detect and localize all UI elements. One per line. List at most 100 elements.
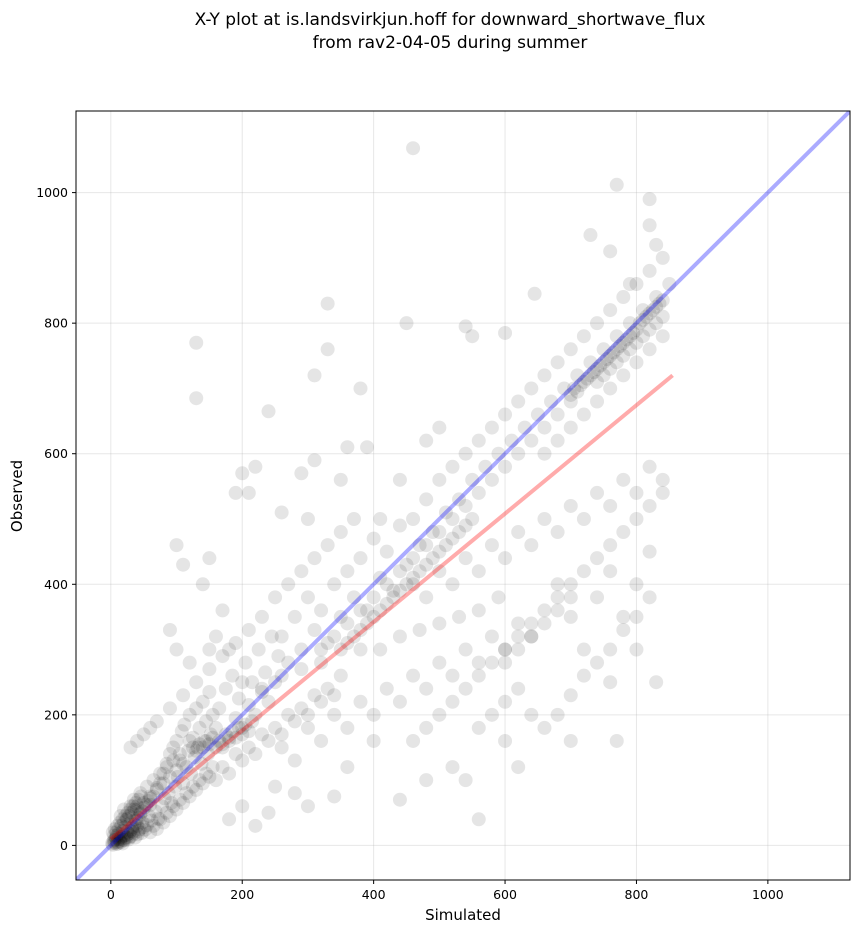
scatter-point [137,822,152,837]
scatter-point [550,603,565,618]
scatter-point [629,642,644,657]
scatter-point [156,815,171,830]
scatter-point [126,824,141,839]
scatter-point [652,296,667,311]
scatter-point [215,760,230,775]
scatter-point [616,609,631,624]
scatter-point [271,649,286,664]
scatter-point [235,727,250,742]
scatter-point [120,805,135,820]
scatter-point [346,629,361,644]
scatter-point [139,797,154,812]
scatter-point [155,799,170,814]
scatter-point [228,747,243,762]
scatter-point [248,747,263,762]
scatter-point [649,290,664,305]
scatter-point [524,381,539,396]
scatter-point [274,740,289,755]
scatter-point [222,642,237,657]
scatter-point [445,668,460,683]
scatter-point [113,833,128,848]
scatter-point [172,753,187,768]
scatter-point [212,733,227,748]
scatter-point [419,538,434,553]
scatter-point [121,826,136,841]
scatter-point [120,812,135,827]
scatter-point [629,577,644,592]
scatter-point [550,590,565,605]
scatter-point [126,792,141,807]
scatter-point [159,805,174,820]
scatter-point [268,779,283,794]
scatter-point [636,303,651,318]
scatter-point [168,779,183,794]
scatter-point [281,577,296,592]
scatter-point [392,518,407,533]
x-tick-label: 0 [107,887,115,902]
scatter-point [241,485,256,500]
scatter-point [166,799,181,814]
scatter-point [550,707,565,722]
scatter-point [110,835,125,850]
scatter-point [616,335,631,350]
scatter-point [471,812,486,827]
scatter-point [274,505,289,520]
scatter-point [425,525,440,540]
y-tick-label: 0 [60,838,68,853]
scatter-point [465,472,480,487]
scatter-point [438,538,453,553]
scatter-point [143,797,158,812]
scatter-point [642,192,657,207]
scatter-point [484,472,499,487]
scatter-point [128,830,143,845]
scatter-point [563,498,578,513]
scatter-point [537,616,552,631]
scatter-point [452,492,467,507]
scatter-point [149,714,164,729]
scatter-point [268,720,283,735]
scatter-point [537,720,552,735]
scatter-point [613,339,628,354]
scatter-point [146,818,161,833]
scatter-point [287,609,302,624]
scatter-point [117,833,132,848]
scatter-point [603,244,618,259]
scatter-point [136,820,151,835]
scatter-point [583,228,598,243]
scatter-point [550,355,565,370]
scatter-point [603,498,618,513]
scatter-point [225,668,240,683]
scatter-point [629,485,644,500]
scatter-point [215,737,230,752]
scatter-point [642,590,657,605]
scatter-point [185,779,200,794]
scatter-point [113,831,128,846]
scatter-point [113,835,128,850]
scatter-point [166,740,181,755]
scatter-point [134,825,149,840]
scatter-point [353,603,368,618]
scatter-point [241,740,256,755]
scatter-point [642,459,657,474]
scatter-point [182,655,197,670]
scatter-point [130,799,145,814]
x-tick-label: 800 [625,887,649,902]
scatter-point [353,694,368,709]
scatter-point [281,707,296,722]
scatter-point [126,826,141,841]
scatter-point [218,727,233,742]
scatter-point [199,714,214,729]
scatter-point [164,795,179,810]
scatter-point [563,387,578,402]
scatter-point [205,707,220,722]
fit-lines [76,111,850,880]
scatter-point [144,813,159,828]
scatter-point [146,789,161,804]
scatter-point [136,795,151,810]
scatter-point [622,342,637,357]
scatter-point [238,655,253,670]
scatter-point [511,446,526,461]
scatter-point [622,316,637,331]
scatter-point [609,355,624,370]
scatter-point [626,325,641,340]
